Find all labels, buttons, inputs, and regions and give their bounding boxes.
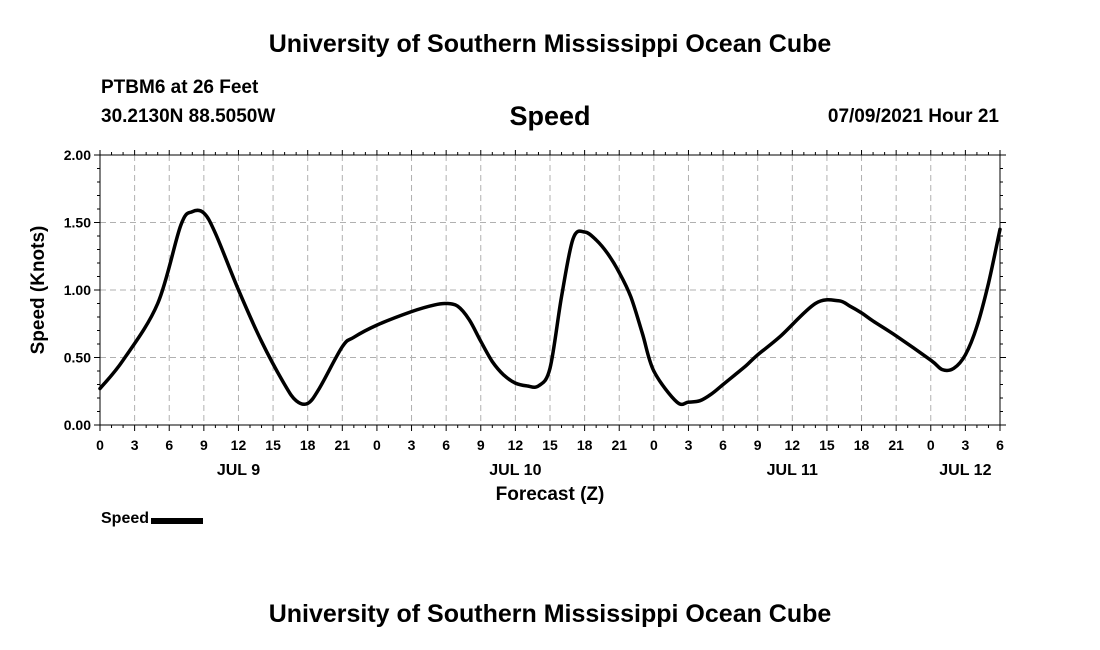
x-tick-label: 6: [442, 437, 450, 453]
legend-swatch: [151, 517, 204, 524]
x-tick-label: 0: [927, 437, 935, 453]
x-tick-label: 12: [508, 437, 524, 453]
bottom-title: University of Southern Mississippi Ocean…: [268, 600, 832, 628]
x-tick-label: 18: [577, 437, 593, 453]
date-label: JUL 11: [767, 462, 818, 479]
station-label: PTBM6 at 26 Feet: [101, 77, 259, 98]
y-tick-label: 2.00: [64, 147, 91, 163]
forecast-timestamp: 07/09/2021 Hour 21: [827, 106, 999, 127]
x-tick-label: 3: [408, 437, 416, 453]
x-axis-label: Forecast (Z): [496, 484, 605, 505]
y-tick-label: 0.50: [64, 350, 91, 366]
legend: Speed: [101, 510, 204, 528]
top-title: University of Southern Mississippi Ocean…: [268, 30, 832, 58]
x-tick-label: 0: [650, 437, 658, 453]
date-label: JUL 12: [939, 462, 991, 479]
x-tick-label: 21: [611, 437, 627, 453]
axis-labels: 0 3 6 9 12 15 18 21 0 3 6 9 12 15 18 21 0 3 6 9 12 15 18 21 0 3 6 0…: [64, 147, 1004, 479]
x-tick-label: 15: [265, 437, 281, 453]
x-tick-label: 12: [785, 437, 801, 453]
grid-lines: [100, 155, 1000, 425]
station-coordinates: 30.2130N 88.5050W: [101, 106, 276, 127]
x-tick-label: 18: [854, 437, 870, 453]
x-tick-label: 15: [819, 437, 835, 453]
y-tick-label: 1.00: [64, 282, 91, 298]
x-tick-label: 15: [542, 437, 558, 453]
x-tick-label: 3: [961, 437, 969, 453]
x-tick-label: 0: [373, 437, 381, 453]
y-tick-label: 0.00: [64, 417, 91, 433]
x-tick-label: 0: [96, 437, 104, 453]
x-tick-label: 6: [719, 437, 727, 453]
speed-series-line: [98, 208, 1002, 407]
x-tick-label: 21: [888, 437, 904, 453]
axis-ticks: [94, 150, 1006, 431]
y-tick-label: 1.50: [64, 215, 91, 231]
x-tick-label: 6: [165, 437, 173, 453]
x-tick-label: 6: [996, 437, 1004, 453]
x-tick-label: 9: [200, 437, 208, 453]
y-axis-label: Speed (Knots): [28, 226, 49, 355]
legend-label: Speed: [101, 510, 150, 527]
date-label: JUL 9: [217, 462, 260, 479]
x-tick-label: 9: [754, 437, 762, 453]
date-label: JUL 10: [489, 462, 541, 479]
x-tick-label: 21: [335, 437, 351, 453]
variable-title: Speed: [509, 101, 591, 131]
x-tick-label: 9: [477, 437, 485, 453]
x-tick-label: 3: [685, 437, 693, 453]
x-tick-label: 18: [300, 437, 316, 453]
x-tick-label: 3: [131, 437, 139, 453]
x-tick-label: 12: [231, 437, 247, 453]
